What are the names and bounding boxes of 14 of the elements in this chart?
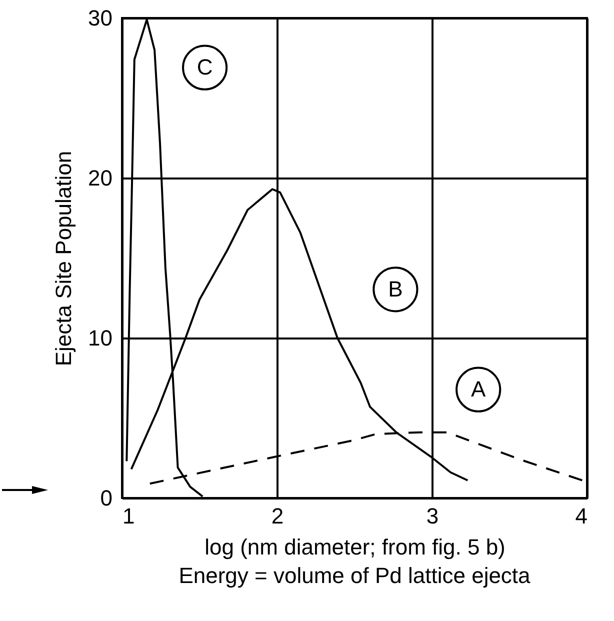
- x-tick-label: 1: [122, 504, 135, 528]
- x-tick-label: 3: [426, 504, 439, 528]
- text: B: [388, 276, 403, 302]
- x-tick-label: 4: [575, 504, 588, 528]
- series-label: A: [471, 376, 486, 402]
- text: Energy = volume of Pd lattice ejecta: [178, 563, 532, 588]
- x-tick-label: 2: [271, 504, 284, 528]
- y-tick-label: 30: [88, 6, 112, 30]
- y-axis-title: Ejecta Site Population: [51, 150, 76, 366]
- x-axis-title: log (nm diameter; from fig. 5 b): [204, 534, 506, 560]
- y-tick-label: 0: [100, 486, 112, 510]
- y-tick-label: 10: [88, 326, 112, 350]
- series-label: C: [196, 54, 213, 80]
- y-tick-label: 20: [88, 166, 112, 190]
